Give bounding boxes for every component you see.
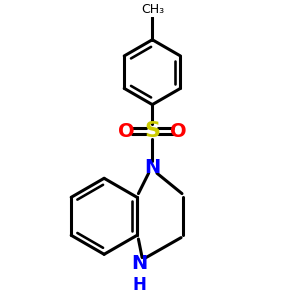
Text: S: S [144, 122, 160, 142]
Text: O: O [170, 122, 187, 141]
Text: H: H [133, 276, 147, 294]
Text: N: N [132, 254, 148, 273]
Text: N: N [144, 158, 160, 177]
Text: CH₃: CH₃ [141, 3, 164, 16]
Text: O: O [118, 122, 134, 141]
